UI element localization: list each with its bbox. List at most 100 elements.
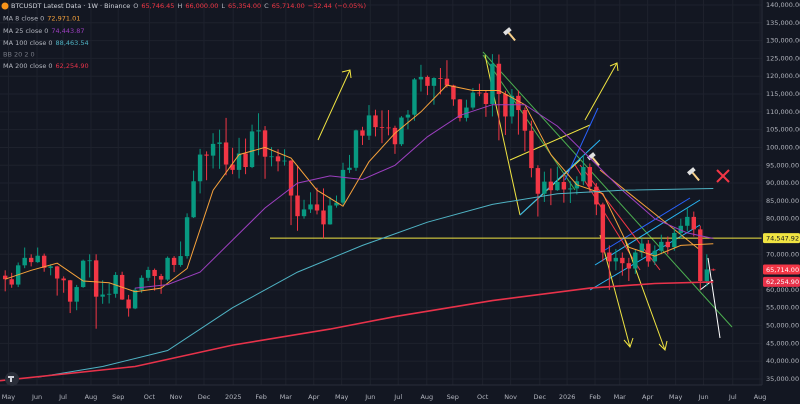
x-tick-label: Jun: [31, 393, 42, 401]
candle-body: [126, 299, 131, 309]
candle-body: [191, 181, 196, 218]
indicator-value: 88,463.54: [56, 39, 89, 47]
x-tick-label: 2025: [225, 393, 242, 401]
candle-body: [594, 186, 599, 205]
candle-body: [646, 243, 651, 262]
candle-body: [672, 232, 677, 248]
candle-body: [379, 127, 385, 128]
ohlc-key: C: [264, 2, 269, 10]
chart-title: BTCUSDT Latest Data · 1W · Binance: [11, 2, 130, 10]
candle-body: [67, 280, 73, 302]
ohlc-value: 65,354.00: [228, 2, 261, 10]
candle-body: [54, 266, 60, 279]
indicator-lines: [0, 84, 714, 382]
x-tick-label: Oct: [144, 393, 156, 401]
candle-body: [561, 181, 567, 190]
candle-body: [483, 92, 489, 104]
candle-body: [607, 252, 612, 262]
x-tick-label: Jun: [364, 393, 375, 401]
x-tick-label: Jul: [728, 393, 737, 401]
trend-line: [564, 107, 599, 181]
candle-body: [204, 154, 209, 156]
y-tick-label: 90,000.00: [766, 179, 799, 187]
candle-body: [529, 130, 534, 169]
y-tick-label: 85,000.00: [766, 197, 799, 205]
y-tick-label: 110,000.00: [766, 108, 800, 116]
y-tick-label: 100,000.00: [766, 143, 800, 151]
candle-body: [334, 202, 339, 206]
candle-body: [373, 115, 378, 128]
candle-body: [503, 94, 508, 117]
y-tick-label: 50,000.00: [766, 322, 799, 330]
candle-body: [665, 241, 671, 248]
indicator-name: MA 200 close 0: [3, 62, 53, 70]
trend-line: [599, 169, 701, 251]
price-tag-label: 62,254.90: [766, 278, 799, 286]
candle-body: [431, 77, 437, 86]
x-tick-label: Nov: [504, 393, 517, 401]
candle-body: [392, 127, 398, 145]
candle-body: [353, 130, 359, 168]
x-tick-label: Oct: [477, 393, 489, 401]
x-tick-label: Dec: [534, 393, 547, 401]
candle-body: [438, 77, 443, 79]
ohlc-key: L: [221, 2, 225, 10]
candle-body: [405, 114, 411, 118]
x-tick-label: Feb: [589, 393, 601, 401]
candle-body: [516, 95, 521, 111]
candle-body: [639, 243, 645, 253]
x-tick-label: Sep: [112, 393, 124, 401]
candle-body: [314, 204, 320, 211]
y-tick-label: 135,000.00: [766, 19, 800, 27]
candle-body: [613, 257, 619, 262]
x-tick-label: Dec: [198, 393, 211, 401]
candle-body: [509, 95, 515, 117]
trend-line: [519, 139, 601, 216]
ohlc-value: 65,746.45: [141, 2, 174, 10]
arrow: [317, 69, 351, 141]
hammer-icon: [587, 152, 600, 167]
arrow: [599, 234, 631, 348]
y-tick-label: 125,000.00: [766, 54, 800, 62]
candle-body: [691, 216, 696, 230]
ma-line: [5, 84, 714, 293]
trend-line: [482, 51, 733, 328]
candle-body: [282, 160, 287, 162]
candle-body: [35, 255, 40, 263]
candle-body: [22, 257, 27, 266]
x-tick-label: May: [669, 393, 683, 401]
hammer-icon: [503, 27, 516, 42]
candle-body: [548, 181, 554, 191]
x-tick-label: Nov: [170, 393, 183, 401]
candle-body: [48, 266, 53, 268]
x-tick-label: Sep: [447, 393, 459, 401]
candle-body: [288, 160, 294, 196]
candle-body: [698, 229, 703, 282]
x-tick-label: Jul: [58, 393, 67, 401]
candle-body: [301, 209, 307, 217]
x-tick-label: Aug: [754, 393, 767, 401]
y-tick-label: 120,000.00: [766, 72, 800, 80]
candle-body: [464, 107, 469, 118]
indicator-value: 74,443.87: [51, 27, 84, 35]
candle-body: [210, 143, 216, 156]
y-tick-label: 60,000.00: [766, 286, 799, 294]
symbol-icon: [1, 2, 9, 10]
x-tick-label: Mar: [280, 393, 293, 401]
y-tick-label: 105,000.00: [766, 126, 800, 134]
arrow: [707, 257, 721, 339]
drawings: [270, 27, 762, 351]
ohlc-value: 66,000.00: [185, 2, 218, 10]
y-tick-label: 40,000.00: [766, 357, 799, 365]
candle-body: [711, 269, 716, 271]
hammer-icon: [687, 167, 700, 182]
x-mark: [716, 169, 730, 183]
y-tick-label: 80,000.00: [766, 215, 799, 223]
ma-line: [0, 281, 714, 382]
x-tick-label: Aug: [85, 393, 98, 401]
candle-body: [74, 287, 79, 302]
ohlc-key: H: [177, 2, 182, 10]
candle-body: [457, 99, 463, 118]
